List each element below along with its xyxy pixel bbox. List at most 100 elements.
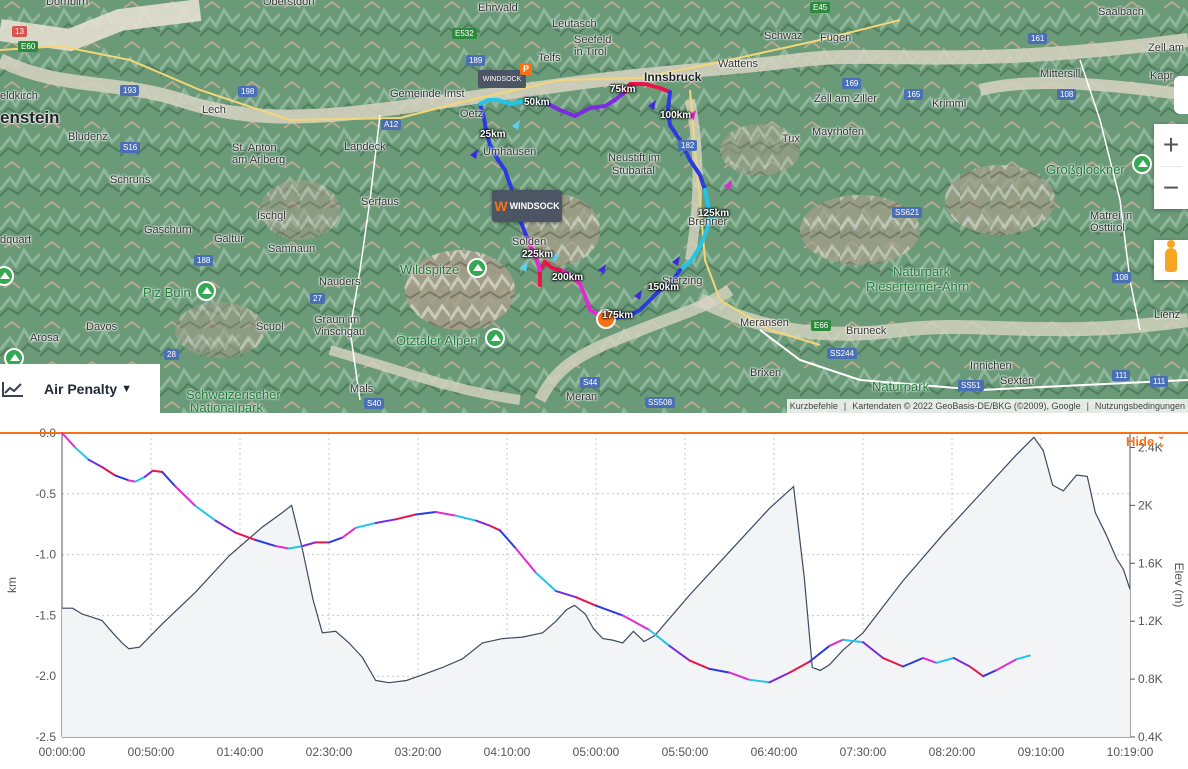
place-stanton: St. Anton am Arlberg	[232, 142, 286, 166]
penalty-segment	[498, 529, 517, 550]
place-fuegen: Fügen	[820, 32, 852, 44]
x-tick-label: 05:50:00	[662, 745, 709, 759]
zoom-divider	[1160, 166, 1182, 167]
park-rieserferner-1: Naturpark	[893, 264, 951, 279]
place-neustift: Neustift im	[608, 152, 660, 164]
penalty-segment	[234, 531, 257, 541]
road-shield: E532	[452, 28, 477, 39]
penalty-segment	[174, 485, 197, 507]
x-tick-label: 04:10:00	[484, 745, 531, 759]
penalty-segment	[61, 432, 77, 449]
place-telfs: Telfs	[538, 52, 561, 64]
road-shield: 108	[1057, 89, 1077, 100]
y-tick-label: -2.0	[35, 669, 56, 683]
street-view-pegman[interactable]	[1154, 240, 1188, 280]
attribution-divider: |	[843, 401, 847, 411]
y2-tick-label: 0.4K	[1138, 730, 1163, 744]
road-shield: 189	[466, 55, 486, 66]
park-schweizerischer-2: Nationalpark	[190, 400, 263, 413]
mountain-icon[interactable]	[485, 328, 505, 348]
place-kapr: Kapr	[1150, 70, 1174, 82]
park-pizbuin: Piz Buin	[143, 285, 191, 300]
place-imst: Gemeinde Imst	[390, 88, 465, 100]
zoom-out-button[interactable]: −	[1162, 172, 1180, 203]
x-tick-label: 05:00:00	[573, 745, 620, 759]
park-naturpark: Naturpark	[872, 379, 930, 394]
place-bludenz: Bludenz	[68, 131, 108, 143]
penalty-segment	[341, 526, 357, 539]
mountain-icon[interactable]	[467, 258, 487, 278]
windsock-marker[interactable]: WINDSOCK	[478, 70, 526, 88]
place-zellamsee: Zell am	[1148, 42, 1185, 54]
penalty-segment	[101, 466, 117, 477]
penalty-segment	[534, 571, 557, 593]
park-wildspitze: Wildspitze	[400, 262, 460, 277]
hide-chart-button[interactable]: Hide ⌄ ⌄	[1126, 432, 1166, 450]
mountain-icon[interactable]	[196, 281, 216, 301]
penalty-segment	[214, 519, 237, 534]
place-oetz: Oetz	[460, 108, 484, 120]
km-marker: 175km	[602, 310, 634, 321]
place-lech: Lech	[202, 104, 226, 116]
penalty-segment	[995, 658, 1018, 672]
place-umhausen: Umhausen	[483, 146, 537, 158]
zoom-in-button[interactable]: +	[1162, 129, 1180, 160]
penalty-segment	[287, 545, 304, 550]
park-oetztaler: Ötztaler Alpen	[396, 333, 478, 348]
parking-icon[interactable]: P	[520, 63, 532, 75]
air-penalty-chart[interactable]: 00:00:00 00:50:00 01:40:00 02:30:00 03:20:00…	[0, 413, 1188, 769]
road-shield: 111	[1112, 370, 1131, 381]
place-mals: Mals	[350, 383, 374, 395]
mountain-icon[interactable]	[0, 266, 14, 286]
km-marker: 50km	[524, 97, 550, 108]
penalty-segment	[514, 547, 537, 574]
penalty-segment	[968, 665, 985, 678]
road-shield: S44	[580, 377, 601, 388]
place-matrei: Matrei in Osttirol	[1090, 210, 1133, 234]
pilot-position-marker[interactable]: W WINDSOCK	[492, 190, 562, 222]
fullscreen-toggle[interactable]	[1174, 76, 1188, 114]
place-stubaital: Stubaital	[612, 165, 655, 177]
place-brixen: Brixen	[750, 367, 782, 379]
penalty-segment	[808, 644, 831, 663]
penalty-segment	[788, 660, 811, 674]
y2-tick-label: 1.6K	[1138, 556, 1163, 570]
x-tick-label: 10:19:00	[1107, 745, 1154, 759]
road-shield: 169	[842, 78, 862, 89]
penalty-segment	[151, 469, 164, 473]
penalty-segment	[768, 671, 791, 684]
penalty-segment	[708, 667, 731, 674]
metric-dropdown-label: Air Penalty	[44, 380, 118, 397]
zoom-control: + −	[1154, 124, 1188, 209]
penalty-segment	[328, 536, 344, 544]
place-soelden: Sölden	[512, 236, 547, 248]
place-tux: Tux	[782, 133, 800, 145]
place-sexten: Sexten	[1000, 375, 1035, 387]
penalty-segment	[114, 474, 130, 482]
shortcuts-link[interactable]: Kurzbefehle	[789, 401, 838, 411]
metric-dropdown[interactable]: Air Penalty ▼	[0, 364, 160, 413]
x-tick-label: 08:20:00	[929, 745, 976, 759]
place-oberstdorf: Oberstdorf	[263, 0, 315, 8]
penalty-segment	[127, 479, 137, 483]
route-map[interactable]: Dornbirn Oberstdorf Ehrwald Leutasch See…	[0, 0, 1188, 413]
caret-down-icon: ▼	[121, 382, 133, 395]
place-brenner: Brenner	[688, 216, 728, 228]
penalty-segment	[374, 518, 397, 524]
windsock-brand: WINDSOCK	[509, 201, 560, 211]
penalty-segment	[668, 644, 691, 662]
place-wattens: Wattens	[718, 58, 758, 70]
place-sterzing: Sterzing	[662, 275, 703, 287]
place-serfaus: Serfaus	[361, 196, 399, 208]
elevation-area	[62, 437, 1130, 737]
penalty-segment	[555, 590, 577, 599]
mountain-icon[interactable]	[1132, 154, 1152, 174]
penalty-segment	[935, 657, 955, 664]
road-shield: A12	[381, 119, 402, 130]
place-arosa: Arosa	[30, 332, 59, 344]
terms-link[interactable]: Nutzungsbedingungen	[1094, 401, 1185, 411]
place-davos: Davos	[86, 321, 118, 333]
road-shield: SS508	[645, 397, 676, 408]
place-leutasch: Leutasch	[552, 18, 597, 30]
